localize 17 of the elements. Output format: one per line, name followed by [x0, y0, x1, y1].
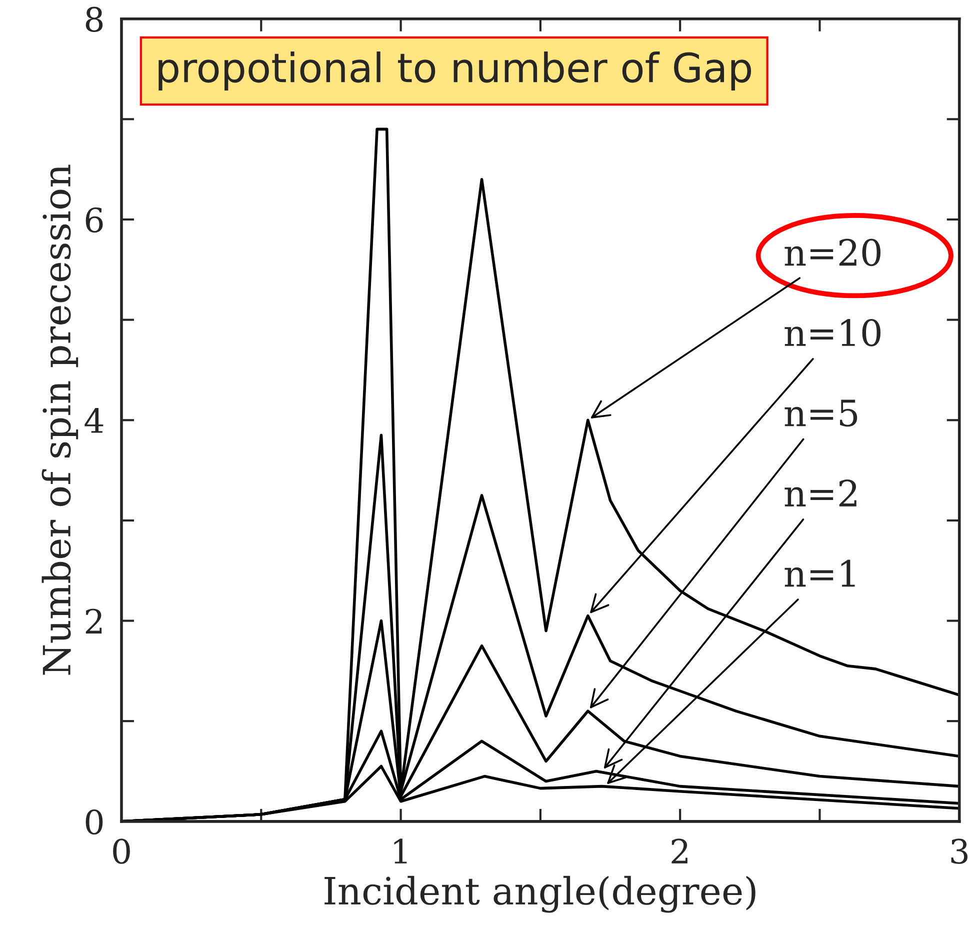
- y-axis-title: Number of spin precession: [42, 164, 78, 675]
- x-tick-label: 3: [951, 838, 968, 864]
- annotation: n=2: [784, 480, 856, 506]
- annotation: n=20: [784, 238, 880, 266]
- annotation: n=5: [784, 400, 858, 427]
- y-tick-label: 8: [86, 6, 103, 32]
- y-tick-label: 6: [86, 207, 103, 233]
- x-tick-label: 0: [113, 838, 130, 864]
- x-axis-title: Incident angle(degree): [324, 876, 756, 913]
- annotation: propotional to number of Gap: [158, 52, 752, 90]
- annotation: n=10: [784, 319, 880, 346]
- y-tick-label: 0: [86, 809, 103, 835]
- x-tick-label: 2: [672, 838, 688, 864]
- y-tick-label: 4: [84, 408, 104, 433]
- annotation: n=1: [784, 560, 855, 587]
- y-tick-label: 2: [86, 608, 102, 634]
- x-tick-label: 1: [394, 838, 407, 864]
